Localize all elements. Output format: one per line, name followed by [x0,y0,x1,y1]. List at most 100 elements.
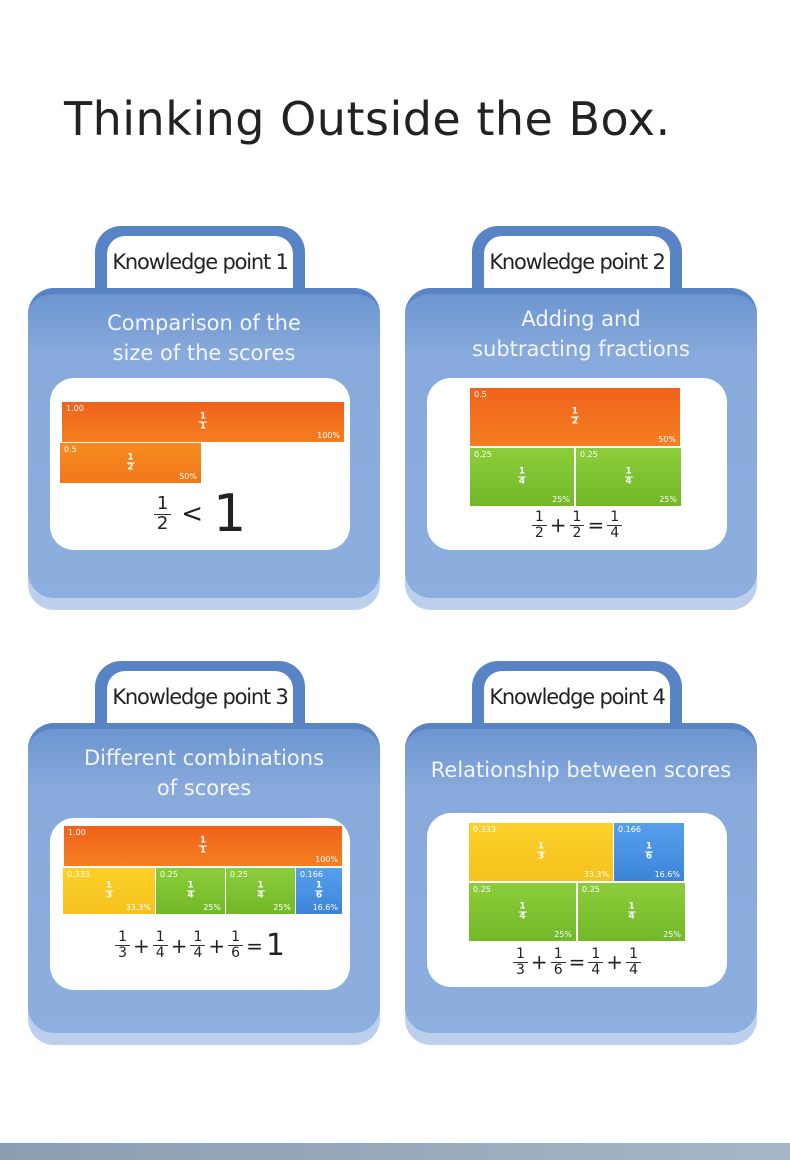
card: Different combinations of scores 1.00 1 1 10… [28,723,380,1045]
text: 1 [199,845,207,856]
text: 2 [572,524,582,541]
text: 4 [257,890,264,901]
card: Relationship between scores 0.333 1 3 33.3%… [405,723,757,1045]
text: 0.5 [474,390,487,399]
text: 1 [644,841,654,853]
text: 0.25 [580,450,598,459]
text: Comparison of the size of the scores 1.00… [28,288,380,598]
text: 33.3% [583,870,609,879]
subtitle: Adding and subtracting fractions [405,304,757,364]
text: 1 [517,466,527,478]
tab: Knowledge point 4 [472,661,682,733]
knowledge-point-2: Knowledge point 2 Adding and subtracting … [405,226,757,610]
operator: + [530,950,548,975]
image-panel: 0.333 1 3 33.3% 0.166 1 6 16.6% 0.25 1 4 25% 0.25… [427,813,727,987]
text: 6 [553,961,563,978]
subtitle: Comparison of the size of the scores [28,308,380,368]
operator: = [246,933,263,958]
text: 1 [256,880,265,892]
block-sixth: 0.166 1 6 16.6% [296,868,342,914]
operator: + [208,933,226,958]
block-decimal: 0.5 [64,445,77,454]
subtitle-line: Adding and [521,307,641,331]
subtitle-line: of scores [156,776,252,800]
tab: Knowledge point 2 [472,226,682,298]
block-third: 0.333 1 3 33.3% [469,823,613,881]
text: 1 [627,901,636,913]
text: 1 [190,930,206,946]
block-quarter: 0.25 1 4 25% [156,868,225,914]
text: 0.333 [67,870,90,879]
text: 1 [228,930,244,946]
footer-strip [0,1143,790,1160]
text: 2 [156,512,169,534]
block-percent: 100% [317,431,340,440]
card: Comparison of the size of the scores 1.00… [28,288,380,610]
text: 1 [569,510,585,526]
operator: = [568,950,586,975]
text: 2 [571,416,579,427]
block-1: 1.00 1 1 100% [62,402,344,442]
block-quarter: 0.25 1 4 25% [576,448,681,506]
text: 33.3% [125,903,151,912]
text: 1 [626,947,641,963]
text: 0.166 [618,825,641,834]
text: 1 [213,484,247,544]
text: 2 [127,462,134,473]
text: 1 [314,880,324,892]
text: Relationship between scores 0.333 1 3 33.3%… [405,723,757,1033]
text: 25% [203,903,221,912]
knowledge-point-3: Knowledge point 3 Different combinations… [28,661,380,1045]
text: 4 [187,890,194,901]
tab-label: Knowledge point 2 [484,236,670,298]
text: 3 [516,961,525,978]
block-whole: 1.00 1 1 100% [64,826,342,866]
text: Adding and subtracting fractions 0.5 1 2 50%… [405,288,757,598]
text: 3 [118,945,127,961]
text: 1 [198,411,208,423]
text: 0.25 [230,870,248,879]
block-half: 0.5 1 2 50% [470,388,680,446]
block-quarter: 0.25 1 4 25% [470,448,574,506]
subtitle-line: size of the scores [112,341,296,365]
text: 0.25 [473,885,491,894]
page-title: Thinking Outside the Box. [64,92,671,146]
block-quarter: 0.25 1 4 25% [578,883,685,941]
text: 1 [624,466,633,478]
text: 4 [628,911,635,922]
text: 4 [625,476,632,487]
text: 0.166 [300,870,323,879]
knowledge-point-4: Knowledge point 4 Relationship between s… [405,661,757,1045]
text: 1 [265,928,285,963]
text: 100% [315,855,338,864]
subtitle-line: Relationship between scores [430,758,732,782]
text: 1 [607,510,623,526]
operator: < [181,499,204,529]
text: 50% [658,435,676,444]
tab-label: Knowledge point 3 [107,671,293,733]
subtitle: Relationship between scores [405,755,757,785]
block-sixth: 0.166 1 6 16.6% [614,823,684,881]
card: Adding and subtracting fractions 0.5 1 2 50%… [405,288,757,610]
text: 0.25 [160,870,178,879]
text: 1 [152,930,168,946]
text: 0.333 [473,825,496,834]
subtitle-line: Different combinations [83,746,325,770]
block-quarter: 0.25 1 4 25% [469,883,576,941]
